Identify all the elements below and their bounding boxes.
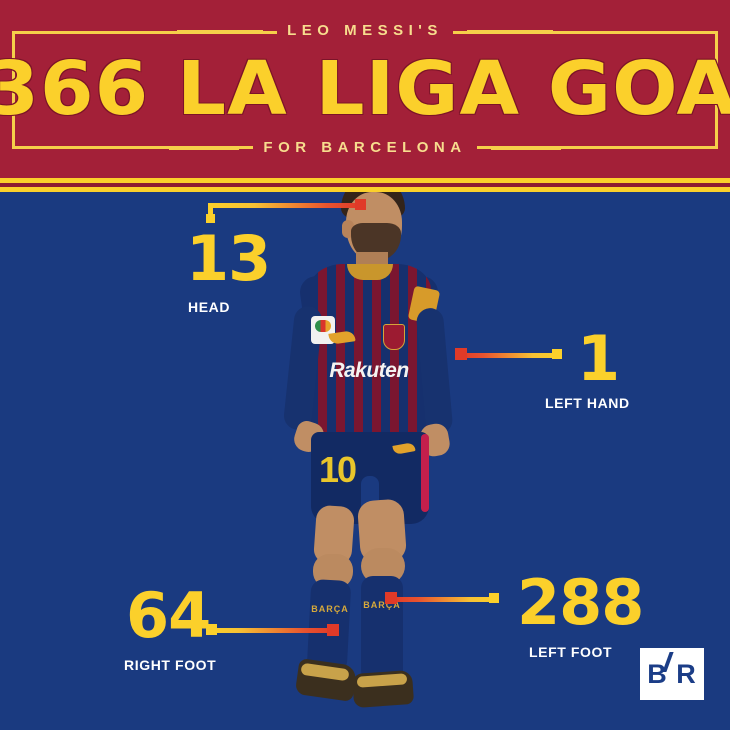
- leader-dot-head: [206, 214, 215, 223]
- subline-rule-left: [169, 146, 240, 150]
- sock-text-left: BARÇA: [311, 604, 349, 614]
- leader-line-right-foot: [211, 628, 335, 633]
- stat-label-head: HEAD: [188, 299, 231, 315]
- subline-rule-right: [490, 146, 561, 150]
- stat-value-head: 13: [186, 222, 271, 295]
- shorts-number: 10: [319, 449, 357, 490]
- bleacher-report-logo: B R: [640, 648, 704, 700]
- leader-line-head: [208, 203, 362, 208]
- barcelona-crest-icon: [383, 324, 405, 350]
- headline-title: 366 LA LIGA GOALS: [0, 46, 730, 132]
- jersey-sponsor-text: Rakuten: [329, 359, 409, 382]
- kicker-row: LEO MESSI'S: [0, 17, 730, 45]
- leader-dot-right-foot: [206, 624, 217, 635]
- stat-label-left-foot: LEFT FOOT: [529, 644, 613, 660]
- stat-value-left-hand: 1: [577, 322, 620, 395]
- header-banner: LEO MESSI'S 366 LA LIGA GOALS FOR BARCEL…: [0, 0, 730, 178]
- player-photo-messi: Rakuten 10 BARÇA BARÇA: [243, 192, 493, 730]
- leader-endpoint-head: [355, 199, 366, 210]
- leader-line-left-foot: [390, 597, 496, 602]
- leader-endpoint-left-foot: [385, 592, 397, 604]
- stat-label-left-hand: LEFT HAND: [545, 395, 630, 411]
- kicker-rule-right: [466, 29, 553, 33]
- sock-text-right: BARÇA: [363, 600, 401, 610]
- stat-label-right-foot: RIGHT FOOT: [124, 657, 217, 673]
- player-jersey: [309, 264, 431, 444]
- subline-row: FOR BARCELONA: [0, 134, 730, 162]
- player-shorts-stripe: [421, 434, 429, 512]
- divider-stripe-yellow-bottom: [0, 187, 730, 192]
- leader-dot-left-foot: [489, 593, 499, 603]
- stat-value-right-foot: 64: [126, 579, 211, 652]
- divider-stripe-red: [0, 183, 730, 187]
- leader-dot-left-hand: [552, 349, 562, 359]
- photo-area: Rakuten 10 BARÇA BARÇA: [0, 192, 730, 730]
- laliga-badge-icon: [311, 316, 335, 344]
- player-jersey-collar: [347, 264, 393, 280]
- kicker-rule-left: [177, 29, 264, 33]
- kicker-text: LEO MESSI'S: [277, 17, 453, 45]
- leader-endpoint-left-hand: [455, 348, 467, 360]
- leader-line-head-vertical: [208, 203, 213, 217]
- leader-line-left-hand: [459, 353, 559, 358]
- stat-value-left-foot: 288: [517, 566, 644, 639]
- bleacher-report-logo-text: B R: [647, 658, 697, 689]
- leader-endpoint-right-foot: [327, 624, 339, 636]
- divider-stripe-yellow-top: [0, 178, 730, 183]
- subline-text: FOR BARCELONA: [253, 134, 477, 162]
